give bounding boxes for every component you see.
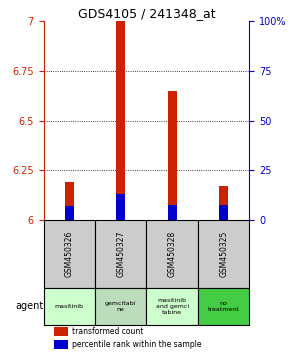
Bar (44, 220, 95, 288)
Text: percentile rank within the sample: percentile rank within the sample (72, 340, 202, 349)
Text: GSM450328: GSM450328 (168, 231, 177, 277)
Bar (198, 220, 249, 288)
Bar (168, 205, 177, 220)
Bar (168, 91, 177, 220)
Text: masitinib: masitinib (55, 304, 84, 309)
Bar (44, 288, 95, 325)
Text: no
treatment: no treatment (208, 301, 240, 312)
Title: GDS4105 / 241348_at: GDS4105 / 241348_at (78, 7, 215, 20)
Bar (116, 21, 125, 220)
Bar (54, 327, 68, 336)
Bar (54, 340, 68, 349)
Bar (95, 220, 146, 288)
Text: GSM450327: GSM450327 (116, 231, 125, 277)
Bar (65, 182, 74, 220)
Text: agent: agent (15, 302, 44, 312)
Text: GSM450326: GSM450326 (65, 231, 74, 277)
Bar (198, 288, 249, 325)
Text: GSM450325: GSM450325 (219, 231, 228, 277)
Text: gemcitabi
ne: gemcitabi ne (105, 301, 136, 312)
Bar (219, 186, 228, 220)
Bar (65, 206, 74, 220)
Bar (146, 288, 198, 325)
Text: transformed count: transformed count (72, 327, 144, 336)
Bar (116, 194, 125, 220)
Bar (219, 205, 228, 220)
Text: masitinib
and gemci
tabine: masitinib and gemci tabine (156, 298, 189, 315)
Bar (95, 288, 146, 325)
Bar (146, 220, 198, 288)
